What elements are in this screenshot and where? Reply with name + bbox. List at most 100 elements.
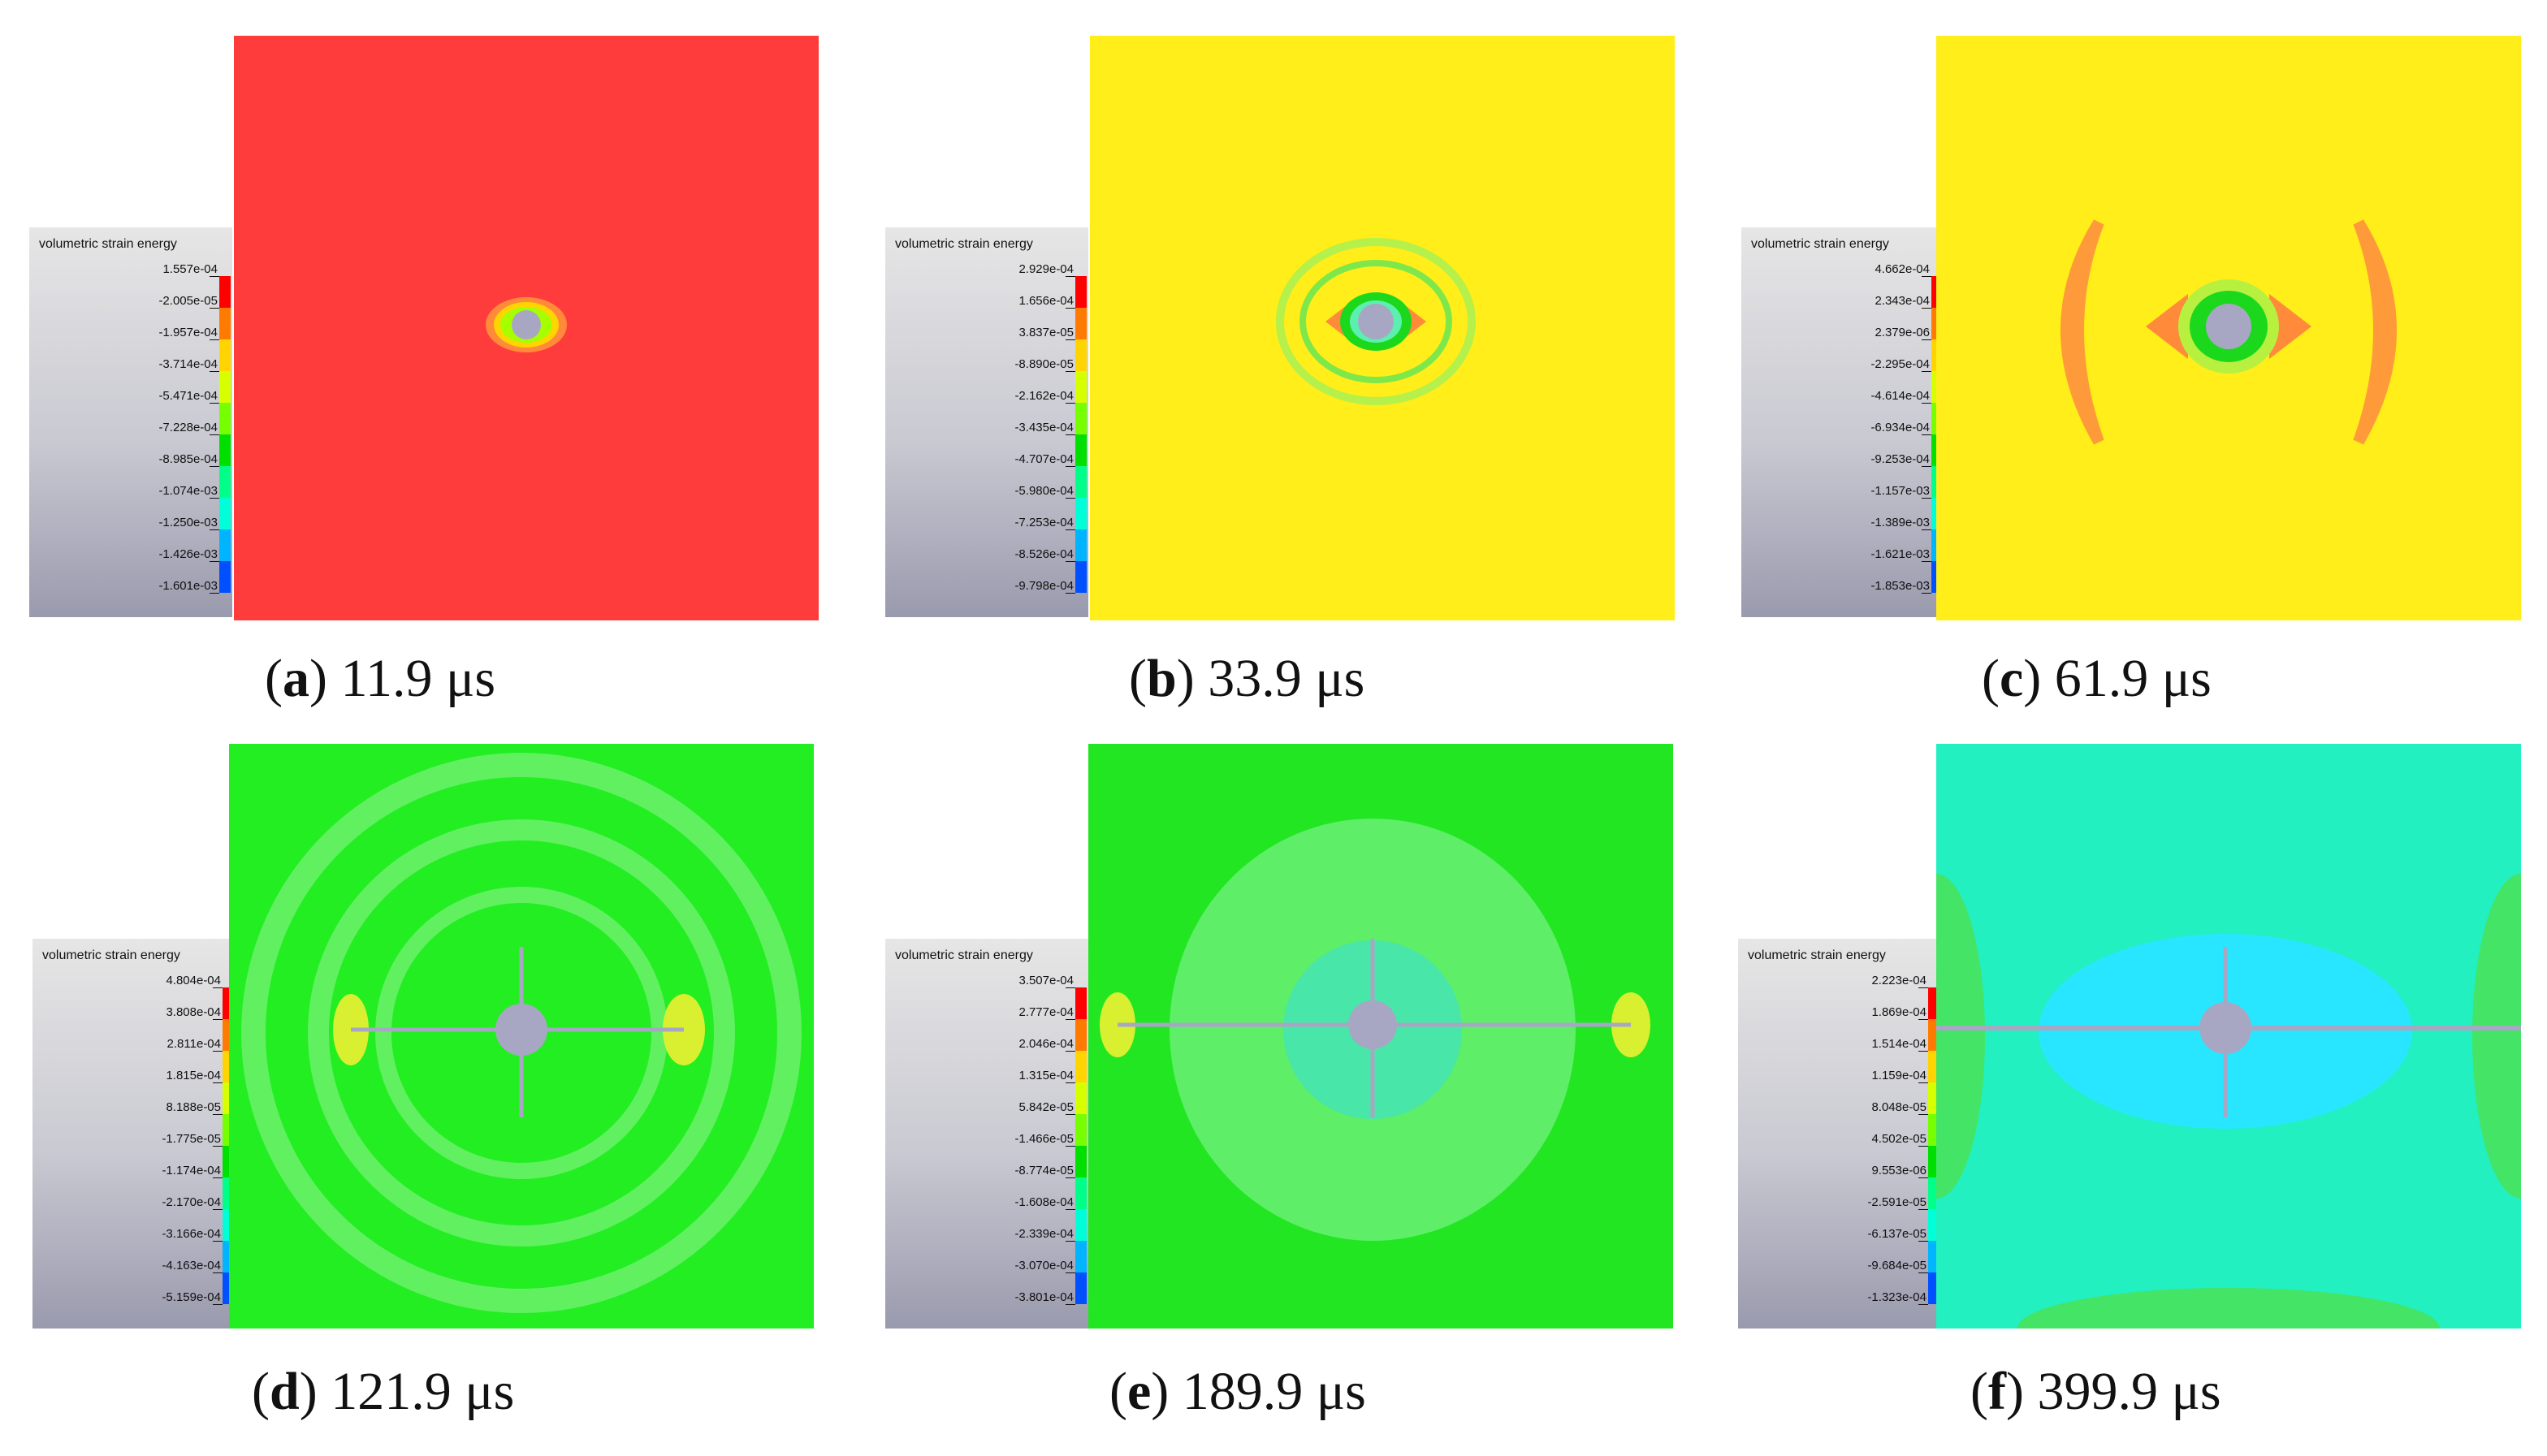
legend: volumetric strain energy 1.557e-04 -2.005…	[29, 227, 232, 617]
legend-tick	[1918, 987, 1928, 988]
legend-value: -1.157e-03	[1870, 484, 1930, 498]
legend-value: -4.163e-04	[162, 1259, 221, 1272]
legend-tick	[1066, 529, 1075, 530]
blasthole	[1348, 1000, 1397, 1049]
legend-value: -8.526e-04	[1014, 547, 1074, 561]
legend-scale: 1.557e-04 -2.005e-05 -1.957e-04 -3.714e-04 -…	[29, 262, 232, 594]
colorbar-segment	[219, 466, 231, 498]
legend-value: -3.070e-04	[1014, 1259, 1074, 1272]
wave-lobe-right	[2269, 294, 2311, 359]
legend-value: 2.811e-04	[166, 1037, 221, 1051]
colorbar-segment	[1075, 1082, 1087, 1114]
legend-tick	[1066, 1241, 1075, 1242]
legend-value: -3.801e-04	[1014, 1290, 1074, 1304]
colorbar-segment	[1075, 308, 1087, 339]
blasthole	[2206, 304, 2251, 349]
legend-scale: 4.662e-04 2.343e-04 2.379e-06 -2.295e-04 -4.…	[1741, 262, 1944, 594]
legend-value: -1.601e-03	[158, 579, 218, 593]
legend-value: 2.929e-04	[1018, 262, 1074, 276]
legend-title: volumetric strain energy	[895, 948, 1033, 962]
strain-field-plot	[1090, 36, 1675, 620]
legend-tick	[1066, 308, 1075, 309]
panel-a: volumetric strain energy 1.557e-04 -2.005…	[29, 36, 841, 734]
colorbar-segment	[219, 276, 231, 308]
legend-value: -9.798e-04	[1014, 579, 1074, 593]
colorbar-segment	[1075, 498, 1087, 529]
wave-ring	[375, 887, 668, 1179]
legend-tick	[1066, 371, 1075, 372]
legend-tick	[1918, 1146, 1928, 1147]
legend-value: -1.957e-04	[158, 326, 218, 339]
colorbar-segment	[1075, 1114, 1087, 1146]
caption-letter: b	[1146, 649, 1177, 708]
legend-tick	[1922, 371, 1931, 372]
colorbar	[1075, 987, 1087, 1304]
wave-ring-outer	[1276, 238, 1476, 405]
colorbar-segment	[1075, 371, 1087, 403]
caption-time: 61.9 μs	[2054, 649, 2212, 708]
wave-ring	[308, 819, 735, 1246]
legend-value: -8.985e-04	[158, 452, 218, 466]
colorbar-segment	[1075, 1241, 1087, 1272]
legend-value: -1.466e-05	[1014, 1132, 1074, 1146]
legend-value: -1.621e-03	[1870, 547, 1930, 561]
legend-tick	[1922, 498, 1931, 499]
legend-value: 4.804e-04	[166, 974, 221, 987]
legend-title: volumetric strain energy	[895, 237, 1033, 251]
wave-lobe-left	[2146, 294, 2188, 359]
caption-time: 189.9 μs	[1182, 1362, 1366, 1421]
legend-tick	[213, 1146, 223, 1147]
legend-tick	[213, 1177, 223, 1178]
legend-scale: 2.223e-04 1.869e-04 1.514e-04 1.159e-04 8.04…	[1738, 974, 1941, 1306]
legend-value: -1.853e-03	[1870, 579, 1930, 593]
legend-tick	[1922, 529, 1931, 530]
legend-value: -6.934e-04	[1870, 421, 1930, 434]
caption: (b) 33.9 μs	[1129, 649, 1365, 708]
legend-scale: 4.804e-04 3.808e-04 2.811e-04 1.815e-04 8.18…	[32, 974, 236, 1306]
caption: (c) 61.9 μs	[1982, 649, 2212, 708]
wave-lobe-right	[1405, 305, 1426, 338]
legend-value: -2.170e-04	[162, 1195, 221, 1209]
legend-tick	[1066, 1019, 1075, 1020]
colorbar-segment	[219, 498, 231, 529]
legend-tick	[1922, 276, 1931, 277]
caption-letter: d	[269, 1362, 300, 1421]
legend-value: 4.502e-05	[1871, 1132, 1926, 1146]
field-svg	[1090, 36, 1675, 620]
legend-tick	[210, 403, 219, 404]
legend-value: -1.608e-04	[1014, 1195, 1074, 1209]
legend-tick	[1066, 1051, 1075, 1052]
legend-tick	[210, 308, 219, 309]
legend-tick	[1066, 1114, 1075, 1115]
legend: volumetric strain energy 2.223e-04 1.869e…	[1738, 939, 1941, 1329]
colorbar-segment	[1075, 529, 1087, 561]
colorbar-segment	[1075, 1019, 1087, 1051]
legend-tick	[1066, 403, 1075, 404]
field-svg	[1088, 744, 1673, 1329]
legend-value: -3.166e-04	[162, 1227, 221, 1241]
edge-zone	[2472, 874, 2521, 1199]
caption-time: 11.9 μs	[340, 649, 496, 708]
legend-tick	[210, 593, 219, 594]
caption-time: 33.9 μs	[1208, 649, 1365, 708]
legend-title: volumetric strain energy	[1751, 237, 1889, 251]
legend-value: 2.343e-04	[1875, 294, 1930, 308]
legend-value: 8.048e-05	[1871, 1100, 1926, 1114]
caption: (f) 399.9 μs	[1970, 1362, 2221, 1421]
legend-tick	[1066, 466, 1075, 467]
caption-letter: e	[1126, 1362, 1152, 1421]
legend-value: 2.777e-04	[1018, 1005, 1074, 1019]
legend-tick	[210, 339, 219, 340]
panel-b: volumetric strain energy 2.929e-04 1.656e…	[885, 36, 1697, 734]
colorbar-segment	[1075, 1209, 1087, 1241]
legend-value: -1.174e-04	[162, 1164, 221, 1177]
blasthole	[495, 1004, 547, 1056]
legend-value: 9.553e-06	[1871, 1164, 1926, 1177]
colorbar-segment	[1075, 434, 1087, 466]
legend-value: -5.471e-04	[158, 389, 218, 403]
colorbar-segment	[1075, 339, 1087, 371]
colorbar-segment	[1075, 1051, 1087, 1082]
legend-value: -3.714e-04	[158, 357, 218, 371]
legend-value: -2.295e-04	[1870, 357, 1930, 371]
legend: volumetric strain energy 3.507e-04 2.777e…	[885, 939, 1088, 1329]
